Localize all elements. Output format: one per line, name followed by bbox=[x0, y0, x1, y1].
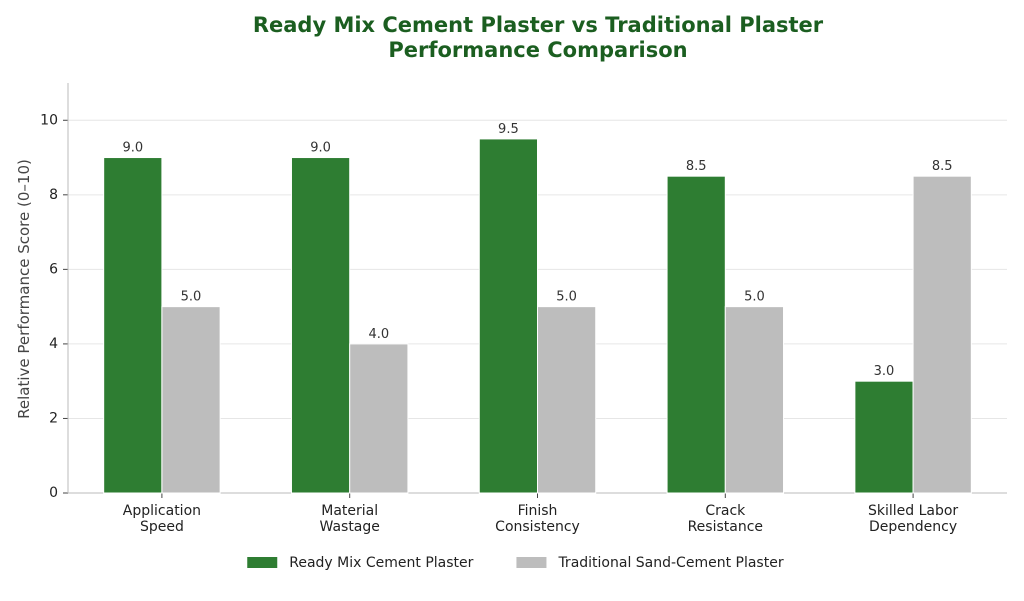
y-tick-label: 2 bbox=[49, 410, 58, 426]
bar bbox=[103, 157, 163, 494]
x-tick-label: Crack Resistance bbox=[688, 503, 763, 535]
x-tick-label: Finish Consistency bbox=[495, 503, 580, 535]
bar bbox=[349, 343, 409, 494]
value-label: 9.0 bbox=[122, 140, 143, 155]
bar bbox=[478, 138, 539, 494]
value-label: 4.0 bbox=[368, 326, 389, 341]
value-label: 9.0 bbox=[310, 140, 331, 155]
value-label: 8.5 bbox=[686, 159, 707, 174]
legend-label: Ready Mix Cement Plaster bbox=[289, 555, 473, 571]
bar bbox=[666, 175, 726, 494]
x-tick-label: Application Speed bbox=[123, 503, 201, 535]
bar bbox=[537, 306, 597, 494]
y-tick-label: 10 bbox=[40, 112, 58, 128]
y-tick-label: 6 bbox=[49, 261, 58, 277]
chart-title: Ready Mix Cement Plaster vs Traditional … bbox=[253, 13, 824, 62]
y-axis-label: Relative Performance Score (0–10) bbox=[15, 159, 33, 419]
legend-swatch bbox=[516, 557, 547, 568]
y-tick-label: 0 bbox=[49, 485, 58, 501]
value-label: 3.0 bbox=[874, 364, 895, 379]
bar bbox=[290, 157, 351, 494]
bar bbox=[912, 175, 972, 494]
y-tick-label: 8 bbox=[49, 187, 58, 203]
value-label: 5.0 bbox=[556, 289, 577, 304]
value-label: 5.0 bbox=[181, 289, 202, 304]
value-label: 5.0 bbox=[744, 289, 765, 304]
y-tick-label: 4 bbox=[49, 336, 58, 352]
bar bbox=[724, 306, 785, 494]
value-label: 9.5 bbox=[498, 121, 519, 136]
bar bbox=[161, 306, 221, 494]
x-tick-label: Material Wastage bbox=[320, 503, 380, 535]
legend-label: Traditional Sand-Cement Plaster bbox=[557, 555, 783, 571]
bar bbox=[854, 380, 914, 494]
value-label: 8.5 bbox=[932, 159, 953, 174]
x-tick-label: Skilled Labor Dependency bbox=[868, 503, 958, 535]
legend-swatch bbox=[247, 557, 278, 568]
